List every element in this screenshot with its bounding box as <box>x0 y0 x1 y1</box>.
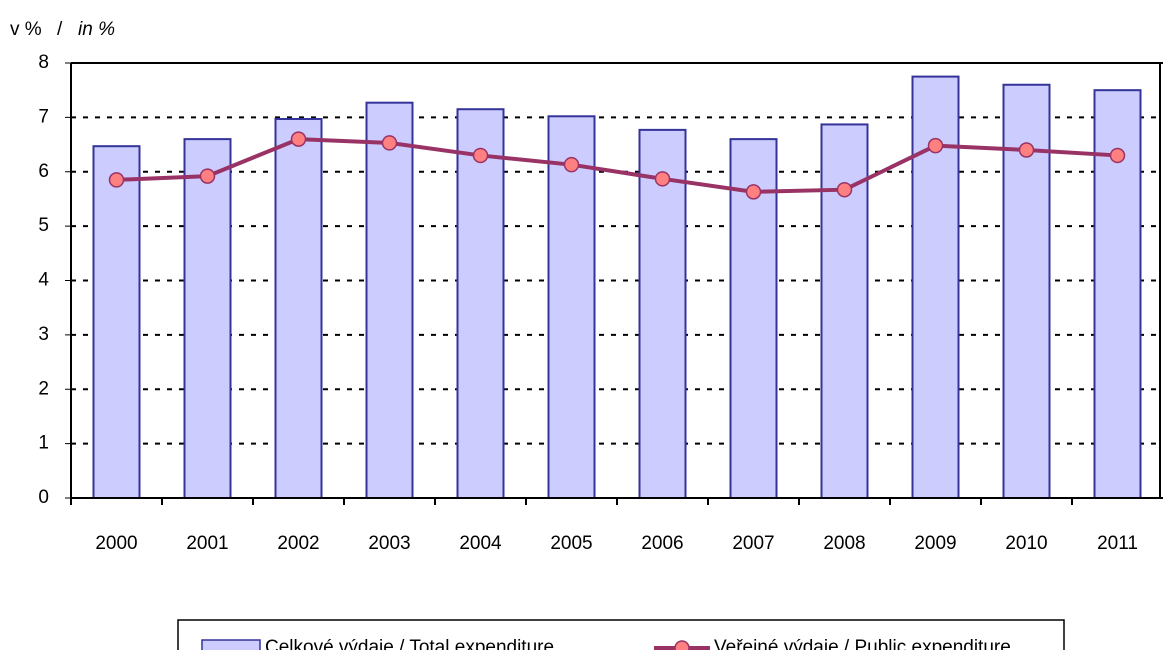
y-tick-label: 3 <box>38 324 49 345</box>
line <box>116 137 1118 194</box>
bar <box>820 123 869 499</box>
x-tick-label: 2000 <box>95 533 137 554</box>
y-tick-label: 0 <box>38 487 49 508</box>
x-tick-label: 2011 <box>1097 533 1138 554</box>
y-tick-label: 6 <box>38 161 49 182</box>
x-tick-label: 2005 <box>550 533 592 554</box>
y-tick-label: 8 <box>38 52 49 73</box>
bar <box>92 145 141 499</box>
x-tick-label: 2003 <box>368 533 410 554</box>
marker <box>927 137 944 154</box>
legend-swatch-marker <box>674 640 690 650</box>
legend-label: Veřejné výdaje / Public expenditure <box>714 637 1011 650</box>
legend-swatch-bar <box>201 639 261 650</box>
x-tick-label: 2006 <box>641 533 683 554</box>
y-axis-label-separator: / <box>57 19 63 40</box>
marker <box>1018 142 1035 158</box>
y-axis-label: v % <box>10 19 42 40</box>
legend-box <box>177 619 1065 650</box>
y-tick-label: 1 <box>38 433 49 454</box>
y-tick-label: 4 <box>38 270 49 291</box>
marker <box>381 135 398 151</box>
y-tick-label: 7 <box>38 106 49 127</box>
x-tick-label: 2010 <box>1005 533 1047 554</box>
marker <box>745 184 762 200</box>
bar <box>365 101 414 499</box>
x-tick-label: 2001 <box>186 533 228 554</box>
marker <box>1109 147 1126 164</box>
marker <box>654 171 671 187</box>
marker <box>290 131 307 147</box>
legend-label: Celkové výdaje / Total expenditure <box>265 637 554 650</box>
bar <box>547 115 596 499</box>
bar <box>274 118 323 499</box>
marker <box>472 147 489 164</box>
x-tick-label: 2007 <box>732 533 774 554</box>
marker <box>199 168 216 184</box>
x-tick-label: 2002 <box>277 533 319 554</box>
marker <box>836 181 853 198</box>
y-tick-label: 2 <box>38 378 49 399</box>
bar <box>456 108 505 499</box>
x-tick-label: 2004 <box>459 533 502 554</box>
y-axis-label-en: in % <box>78 19 115 40</box>
bar <box>183 138 232 499</box>
x-tick-label: 2009 <box>914 533 956 554</box>
marker <box>108 172 125 188</box>
y-tick-label: 5 <box>38 215 49 236</box>
marker <box>563 156 580 173</box>
x-tick-label: 2008 <box>823 533 865 554</box>
